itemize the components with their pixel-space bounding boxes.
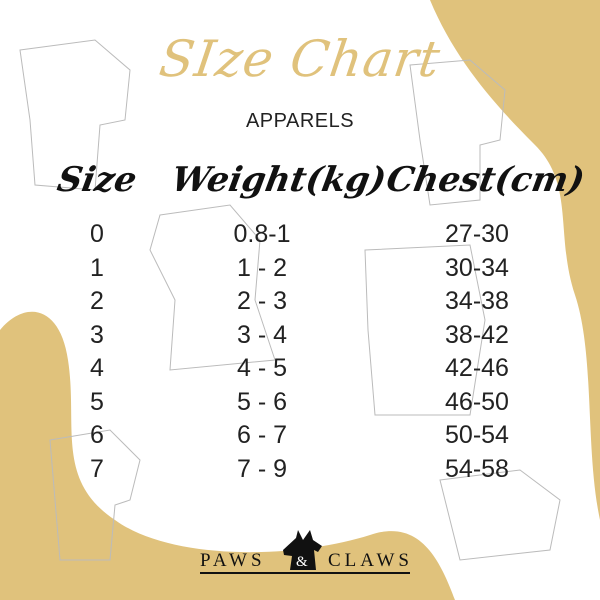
size-cell: 5 <box>90 387 104 416</box>
weight-cell: 3 - 4 <box>236 320 288 349</box>
chest-cell: 34-38 <box>445 287 509 315</box>
title: SIze Chart <box>155 30 445 88</box>
weight-cell: 4 - 5 <box>236 354 288 382</box>
size-cell: 1 <box>90 253 104 282</box>
gold-blob-bottom <box>0 311 455 600</box>
brand-left: PAWS <box>200 550 266 571</box>
header-chest: Chest(cm) <box>383 160 588 200</box>
chest-cell: 27-30 <box>445 220 509 248</box>
table-row: 4 4 - 5 42-46 <box>0 354 600 387</box>
weight-cell: 7 - 9 <box>236 454 288 483</box>
table-row: 1 1 - 2 30-34 <box>0 254 600 287</box>
size-cell: 6 <box>90 421 104 449</box>
weight-cell: 5 - 6 <box>236 387 288 416</box>
header-size: Size <box>54 160 140 200</box>
chest-cell: 46-50 <box>445 387 509 416</box>
brand-logo: PAWS & CLAWS <box>200 528 413 574</box>
size-cell: 4 <box>90 354 104 382</box>
weight-cell: 0.8-1 <box>233 220 291 248</box>
size-cell: 2 <box>90 287 104 315</box>
gold-blob-top-right <box>430 0 600 520</box>
brand-underline <box>200 572 410 574</box>
table-row: 3 3 - 4 38-42 <box>0 321 600 354</box>
header-weight: Weight(kg) <box>168 160 390 200</box>
chest-cell: 38-42 <box>445 320 509 349</box>
table-row: 6 6 - 7 50-54 <box>0 421 600 454</box>
table-row: 0 0.8-1 27-30 <box>0 220 600 253</box>
subtitle: APPARELS <box>245 110 355 132</box>
size-cell: 7 <box>90 454 104 483</box>
chest-cell: 42-46 <box>445 354 509 382</box>
apparel-sketches <box>19 39 561 561</box>
weight-cell: 6 - 7 <box>236 421 288 449</box>
brand-right: CLAWS <box>328 550 413 571</box>
size-cell: 3 <box>90 320 104 349</box>
table-row: 7 7 - 9 54-58 <box>0 455 600 488</box>
size-cell: 0 <box>90 220 104 248</box>
chest-cell: 50-54 <box>445 421 509 449</box>
table-row: 2 2 - 3 34-38 <box>0 287 600 320</box>
scottie-dog-icon <box>283 530 322 570</box>
weight-cell: 2 - 3 <box>236 287 288 315</box>
chest-cell: 30-34 <box>445 253 509 282</box>
chest-cell: 54-58 <box>445 454 509 483</box>
table-row: 5 5 - 6 46-50 <box>0 388 600 421</box>
brand-ampersand: & <box>296 554 312 570</box>
weight-cell: 1 - 2 <box>236 253 288 282</box>
